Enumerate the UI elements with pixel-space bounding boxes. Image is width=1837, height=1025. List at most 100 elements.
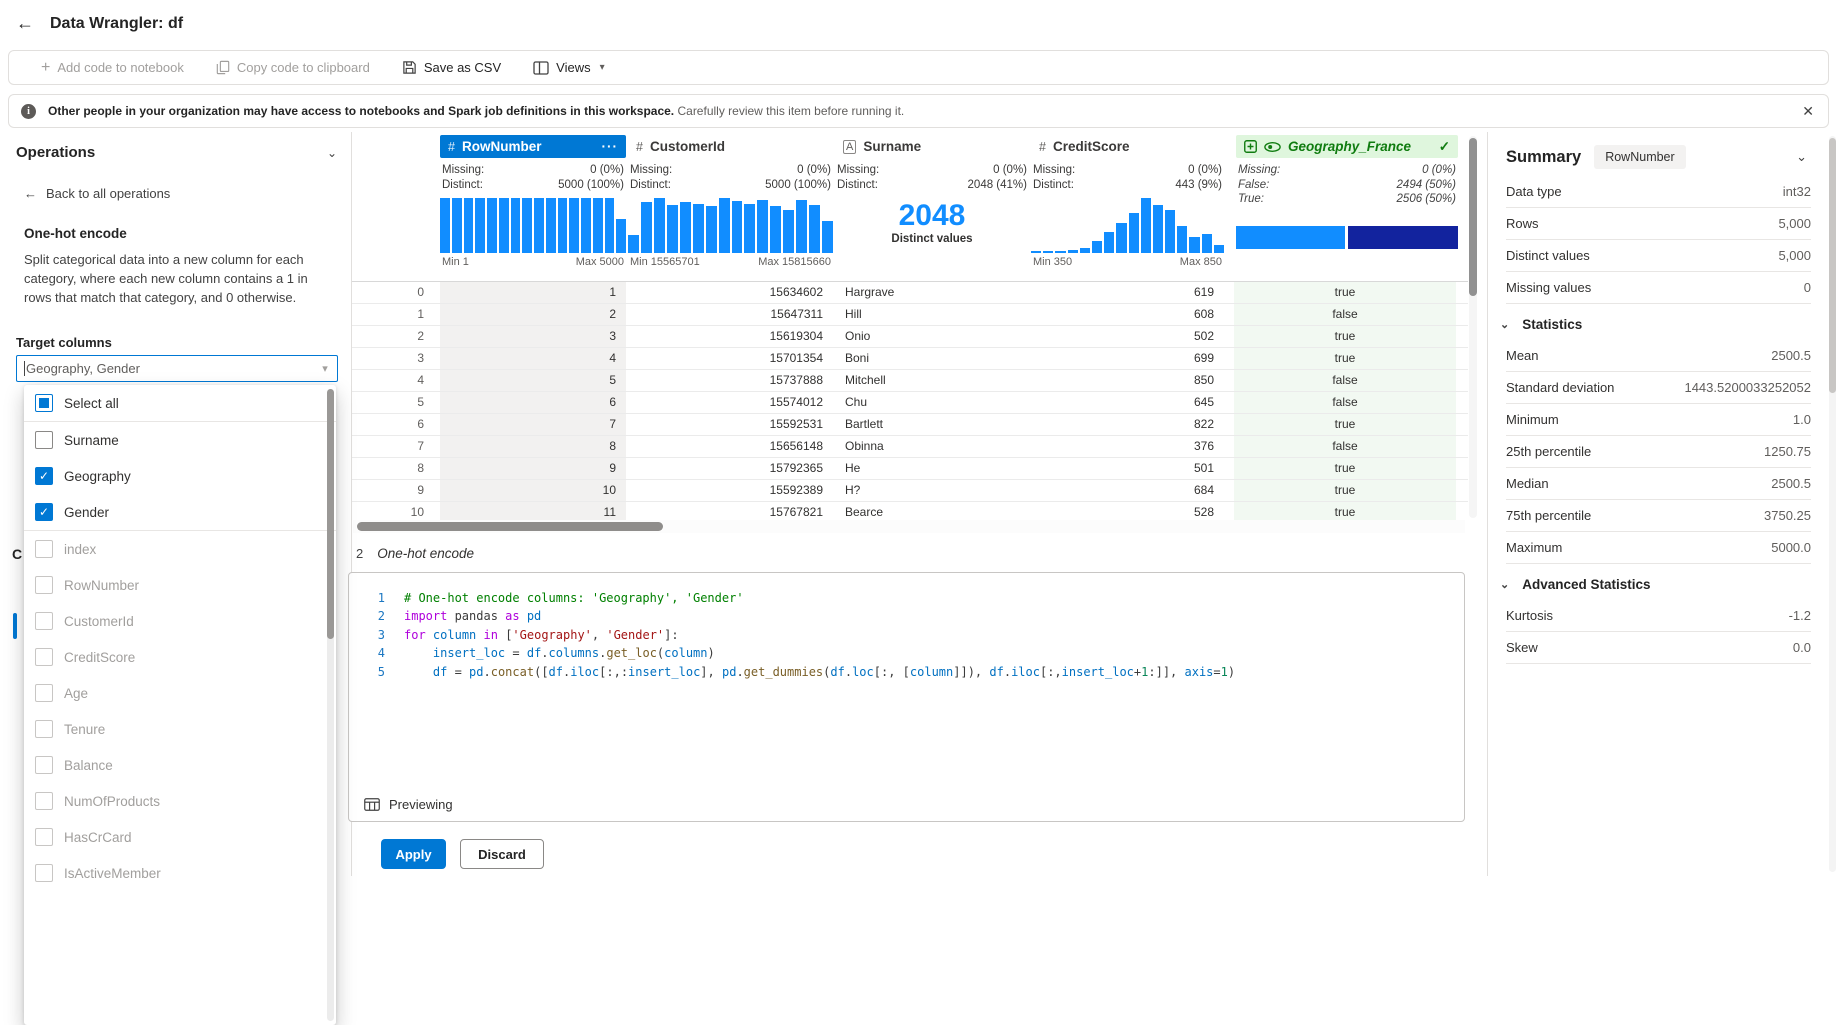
data-cell[interactable]: Onio (845, 329, 871, 343)
data-cell[interactable]: 608 (1193, 307, 1214, 321)
data-cell[interactable]: 7 (440, 414, 626, 435)
data-cell[interactable]: 619 (1193, 285, 1214, 299)
target-columns-input[interactable]: Geography, Gender ▾ (16, 355, 338, 382)
data-cell[interactable]: 2 (440, 304, 626, 325)
close-icon[interactable]: ✕ (1802, 102, 1814, 119)
row-index-cell[interactable]: 0 (417, 285, 424, 299)
data-cell[interactable]: Bartlett (845, 417, 884, 431)
data-cell[interactable]: 822 (1193, 417, 1214, 431)
chevron-down-icon[interactable]: ▾ (322, 363, 328, 375)
code-token: insert_loc (628, 664, 701, 679)
views-button[interactable]: Views ▾ (533, 60, 605, 75)
row-index-cell[interactable]: 4 (417, 373, 424, 387)
section-header-advanced-statistics[interactable]: ⌄ Advanced Statistics (1500, 564, 1811, 600)
data-cell[interactable]: 3 (440, 326, 626, 347)
save-as-csv-button[interactable]: Save as CSV (402, 60, 501, 75)
column-menu-button[interactable]: ··· (601, 139, 618, 154)
data-cell[interactable]: 15701354 (769, 351, 823, 365)
data-cell[interactable]: Hargrave (845, 285, 895, 299)
column-header-creditscore[interactable]: # CreditScore (1031, 135, 1224, 158)
row-index-cell[interactable]: 1 (417, 307, 424, 321)
code-token: pd (469, 664, 484, 679)
data-cell[interactable]: 684 (1193, 483, 1214, 497)
data-cell[interactable]: true (1234, 458, 1456, 479)
data-cell[interactable]: He (845, 461, 861, 475)
data-cell[interactable]: 15592389 (769, 483, 823, 497)
data-cell[interactable]: Boni (845, 351, 870, 365)
data-cell[interactable]: true (1234, 282, 1456, 303)
data-cell[interactable]: true (1234, 348, 1456, 369)
chevron-down-icon[interactable]: ⌄ (1796, 149, 1807, 164)
dropdown-item-surname[interactable]: Surname (24, 422, 336, 458)
add-code-to-notebook-button[interactable]: + Add code to notebook (41, 58, 184, 76)
data-cell[interactable]: true (1234, 414, 1456, 435)
data-cell[interactable]: 699 (1193, 351, 1214, 365)
dropdown-item-geography[interactable]: ✓ Geography (24, 458, 336, 494)
data-cell[interactable]: 376 (1193, 439, 1214, 453)
data-cell[interactable]: true (1234, 480, 1456, 501)
data-cell[interactable]: 15792365 (769, 461, 823, 475)
section-header-statistics[interactable]: ⌄ Statistics (1500, 304, 1811, 340)
data-cell[interactable]: 6 (440, 392, 626, 413)
dropdown-item-gender[interactable]: ✓ Gender (24, 494, 336, 531)
row-index-cell[interactable]: 2 (417, 329, 424, 343)
dropdown-item-select-all[interactable]: Select all (24, 385, 336, 422)
row-index-cell[interactable]: 6 (417, 417, 424, 431)
data-cell[interactable]: Mitchell (845, 373, 886, 387)
column-header-customerid[interactable]: # CustomerId (628, 135, 833, 158)
dropdown-scrollbar[interactable] (327, 389, 334, 1021)
copy-code-button[interactable]: Copy code to clipboard (216, 60, 370, 75)
row-index-cell[interactable]: 8 (417, 461, 424, 475)
back-icon[interactable]: ← (16, 13, 34, 33)
column-header-rownumber[interactable]: # RowNumber ··· (440, 135, 626, 158)
data-cell[interactable]: false (1234, 370, 1456, 391)
data-cell[interactable]: true (1234, 502, 1456, 521)
row-index-cell[interactable]: 3 (417, 351, 424, 365)
data-cell[interactable]: 11 (440, 502, 626, 521)
data-cell[interactable]: 15737888 (769, 373, 823, 387)
data-cell[interactable]: 15634602 (769, 285, 823, 299)
data-cell[interactable]: 528 (1193, 505, 1214, 519)
row-index-cell[interactable]: 7 (417, 439, 424, 453)
grid-horizontal-scrollbar[interactable] (353, 520, 1465, 533)
data-cell[interactable]: 15619304 (769, 329, 823, 343)
data-cell[interactable]: false (1234, 304, 1456, 325)
apply-button[interactable]: Apply (381, 839, 446, 869)
data-cell[interactable]: 502 (1193, 329, 1214, 343)
data-cell[interactable]: false (1234, 392, 1456, 413)
row-index-cell[interactable]: 5 (417, 395, 424, 409)
summary-scrollbar[interactable] (1829, 136, 1836, 872)
code-token: . (1003, 664, 1012, 679)
code-editor[interactable]: 1 # One-hot encode columns: 'Geography', … (348, 572, 1465, 822)
data-cell[interactable]: 15767821 (769, 505, 823, 519)
data-cell[interactable]: 9 (440, 458, 626, 479)
data-cell[interactable]: true (1234, 326, 1456, 347)
discard-button[interactable]: Discard (460, 839, 544, 869)
data-cell[interactable]: 1 (440, 282, 626, 303)
data-cell[interactable]: 850 (1193, 373, 1214, 387)
data-cell[interactable]: H? (845, 483, 861, 497)
chevron-down-icon[interactable]: ⌄ (326, 145, 337, 160)
data-cell[interactable]: 15656148 (769, 439, 823, 453)
data-cell[interactable]: Bearce (845, 505, 884, 519)
data-cell[interactable]: Obinna (845, 439, 884, 453)
code-token: [ (497, 627, 513, 642)
data-cell[interactable]: Hill (845, 307, 862, 321)
column-header-surname[interactable]: A Surname (835, 135, 1029, 158)
grid-vertical-scrollbar[interactable] (1469, 136, 1477, 518)
data-cell[interactable]: 645 (1193, 395, 1214, 409)
data-cell[interactable]: 501 (1193, 461, 1214, 475)
data-cell[interactable]: 15574012 (769, 395, 823, 409)
back-to-operations-link[interactable]: ← Back to all operations (24, 186, 171, 201)
data-cell[interactable]: 8 (440, 436, 626, 457)
data-cell[interactable]: Chu (845, 395, 868, 409)
data-cell[interactable]: 10 (440, 480, 626, 501)
data-cell[interactable]: 4 (440, 348, 626, 369)
row-index-cell[interactable]: 10 (410, 505, 424, 519)
data-cell[interactable]: 15647311 (770, 307, 824, 321)
data-cell[interactable]: false (1234, 436, 1456, 457)
column-header-geography-france[interactable]: Geography_France ✓ (1236, 135, 1458, 158)
data-cell[interactable]: 5 (440, 370, 626, 391)
row-index-cell[interactable]: 9 (417, 483, 424, 497)
data-cell[interactable]: 15592531 (769, 417, 823, 431)
